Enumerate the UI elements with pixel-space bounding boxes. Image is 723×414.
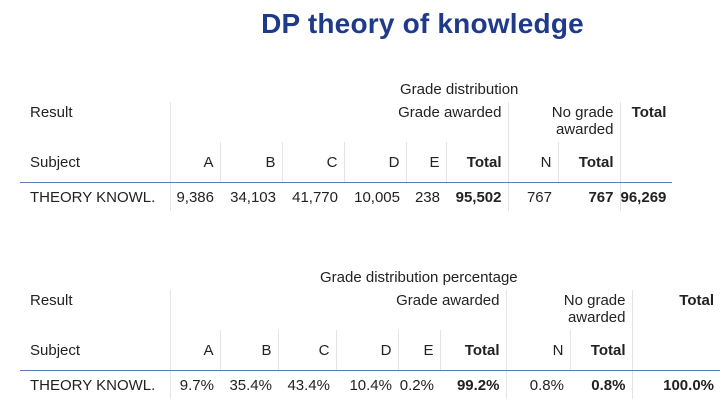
table-caption: Grade distribution percentage [320, 268, 518, 286]
col-header-c: C [277, 330, 336, 371]
col-header-no-grade-total: Total [557, 142, 621, 183]
value-awarded-total: 95,502 [446, 182, 509, 211]
no-grade-awarded-header: No grade awarded [506, 290, 633, 330]
col-header-empty [632, 330, 720, 371]
col-header-awarded-total: Total [439, 330, 507, 371]
value-c: 41,770 [292, 188, 338, 206]
col-header-n: N [506, 330, 570, 371]
value-c: 43.4% [287, 376, 330, 394]
grade-awarded-header: Grade awarded [170, 290, 507, 330]
no-grade-awarded-header: No grade awarded [508, 102, 621, 142]
no-grade-awarded-label: No grade awarded [563, 292, 626, 326]
value-d: 10.4% [349, 376, 392, 394]
value-grand-total: 96,269 [620, 188, 667, 206]
col-header-n: N [508, 142, 558, 183]
col-header-e: E [397, 330, 440, 371]
subject-cell: THEORY KNOWL. [20, 182, 171, 211]
table-caption: Grade distribution [400, 80, 519, 98]
value-n: 767 [526, 188, 552, 206]
total-header: Total [631, 104, 667, 121]
col-header-no-grade-total: Total [569, 330, 633, 371]
value-a: 9.7% [179, 376, 214, 394]
col-header-awarded-total: Total [445, 142, 509, 183]
col-header-b: B [219, 330, 278, 371]
no-grade-awarded-label: No grade awarded [551, 104, 614, 138]
col-header-b: B [219, 142, 282, 183]
col-header-e: E [405, 142, 446, 183]
grade-awarded-header: Grade awarded [170, 102, 509, 142]
value-n: 0.8% [529, 376, 564, 394]
value-e: 0.2% [399, 376, 434, 394]
col-header-d: D [343, 142, 406, 183]
value-b: 35.4% [229, 376, 272, 394]
value-awarded-total: 99.2% [440, 370, 507, 399]
value-d: 10,005 [354, 188, 400, 206]
grade-distribution-table: Grade distribution Result Grade awarded … [20, 76, 673, 211]
value-e: 238 [414, 188, 440, 206]
subject-label: Subject [20, 330, 171, 371]
grade-distribution-percentage-table: Grade distribution percentage Result Gra… [20, 264, 720, 399]
value-no-grade-total: 0.8% [570, 370, 633, 399]
col-header-d: D [335, 330, 398, 371]
value-a: 9,386 [176, 188, 214, 206]
subject-cell: THEORY KNOWL. [20, 370, 171, 399]
col-header-empty [620, 142, 673, 183]
page-title: DP theory of knowledge [261, 8, 584, 39]
result-label: Result [20, 102, 171, 142]
col-header-c: C [281, 142, 344, 183]
col-header-a: A [170, 330, 220, 371]
total-header: Total [679, 292, 714, 309]
col-header-a: A [170, 142, 220, 183]
table-row: THEORY KNOWL. 9,386 34,103 41,770 10,005… [20, 182, 672, 211]
subject-label: Subject [20, 142, 171, 183]
value-no-grade-total: 767 [558, 182, 621, 211]
result-label: Result [20, 290, 171, 330]
value-grand-total: 100.0% [663, 376, 714, 394]
value-b: 34,103 [230, 188, 276, 206]
table-row: THEORY KNOWL. 9.7% 35.4% 43.4% 10.4% 0.2… [20, 370, 720, 399]
